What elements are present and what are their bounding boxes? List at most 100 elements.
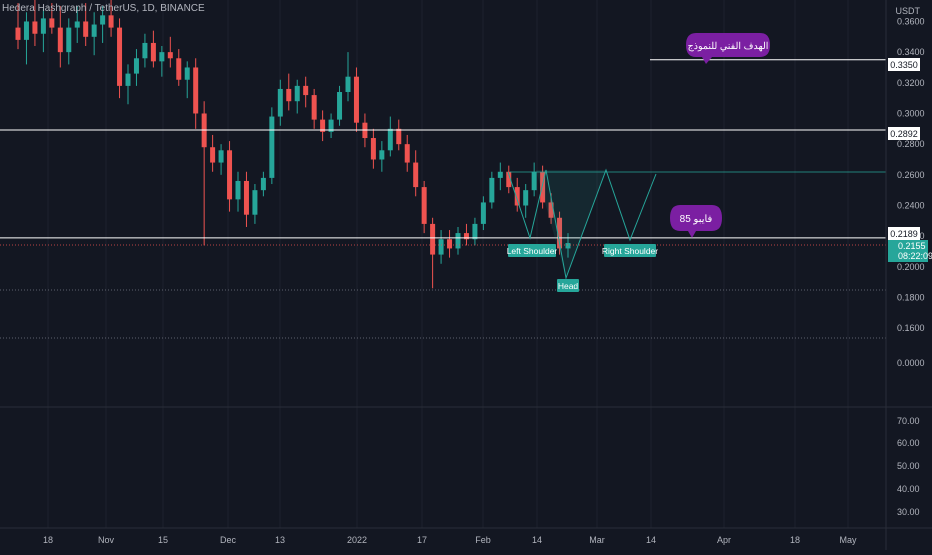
candle-body (159, 52, 165, 62)
candle-body (294, 85, 300, 102)
time-tick-label: 13 (275, 535, 285, 545)
candle-body (565, 243, 571, 249)
pattern-shade (536, 170, 606, 278)
level-label-02892: 0.2892 (888, 127, 920, 140)
candle-body (142, 42, 148, 59)
fib-callout[interactable]: فايبو 85 (670, 205, 722, 238)
time-tick-label: Mar (589, 535, 605, 545)
price-tick-label: 0.2000 (897, 262, 925, 272)
candle-body (218, 150, 224, 163)
candle-body (320, 119, 326, 132)
indicator-tick-label: 30.00 (897, 507, 920, 517)
candle-body (23, 21, 29, 40)
time-tick-label: 15 (158, 535, 168, 545)
price-tick-label: 0.3200 (897, 78, 925, 88)
candle-body (32, 21, 38, 34)
candle-body (370, 138, 376, 160)
time-tick-label: 18 (43, 535, 53, 545)
candle-body (277, 88, 283, 117)
time-tick-label: Apr (717, 535, 731, 545)
candle-body (286, 88, 292, 102)
candle-body (480, 202, 486, 224)
candle-body (91, 24, 97, 37)
candle-body (337, 92, 343, 120)
candle-body (100, 15, 106, 25)
svg-text:0.2892: 0.2892 (890, 129, 918, 139)
candle-body (455, 233, 461, 249)
candle-body (353, 76, 359, 123)
candle-body (40, 18, 46, 34)
time-tick-label: 18 (790, 535, 800, 545)
candle-body (167, 52, 173, 59)
candle-body (531, 171, 537, 191)
price-tick-label: 0.1600 (897, 323, 925, 333)
price-tick-label: 0.1800 (897, 293, 925, 303)
candle-body (83, 21, 89, 37)
fib-callout-text: فايبو 85 (680, 214, 713, 225)
time-tick-label: Dec (220, 535, 237, 545)
candle-body (404, 144, 410, 163)
candle-body (49, 18, 55, 28)
price-tick-label: 0.2600 (897, 170, 925, 180)
price-tick-label: 0.2400 (897, 200, 925, 210)
candle-body (227, 150, 233, 200)
candle-body (269, 116, 275, 178)
candle-body (303, 85, 309, 96)
candle-body (243, 180, 249, 215)
candle-body (430, 223, 436, 255)
candle-body (379, 150, 385, 160)
candle-body (193, 67, 199, 114)
candle-body (184, 67, 190, 80)
svg-text:Head: Head (558, 281, 579, 291)
candle-body (108, 15, 114, 28)
candle-body (540, 171, 546, 203)
levels (0, 59, 886, 239)
candle-body (413, 162, 419, 188)
currency-label: USDT (896, 6, 921, 16)
candle-body (497, 171, 503, 178)
candle-body (117, 27, 123, 86)
indicator-tick-label: 60.00 (897, 438, 920, 448)
time-tick-label: Feb (475, 535, 491, 545)
candle-body (489, 177, 495, 203)
candle-body (125, 73, 131, 86)
indicator-tick-label: 40.00 (897, 484, 920, 494)
time-tick-label: 2022 (347, 535, 367, 545)
candle-body (438, 239, 444, 255)
time-axis[interactable]: 18 Nov 15 Dec 13 2022 17 Feb 14 Mar 14 Apr 18 May (43, 535, 857, 545)
candle-body (252, 190, 258, 215)
symbol-legend[interactable]: Hedera Hashgraph / TetherUS, 1D, BINANCE (2, 3, 205, 14)
candle-body (260, 177, 266, 191)
right-shoulder-label: Right Shoulder (602, 244, 658, 257)
candle-body (472, 223, 478, 240)
candle-body (57, 27, 63, 53)
indicator-tick-label: 50.00 (897, 461, 920, 471)
target-callout[interactable]: الهدف الفني للنموذج (686, 33, 770, 64)
candle-body (548, 202, 554, 218)
candle-body (150, 42, 156, 62)
svg-text:0.2189: 0.2189 (890, 229, 918, 239)
svg-text:Right Shoulder: Right Shoulder (602, 246, 658, 256)
time-tick-label: May (839, 535, 857, 545)
candle-body (421, 187, 427, 224)
price-tick-label: 0.3400 (897, 47, 925, 57)
candle-body (506, 171, 512, 188)
price-tick-label: 0.3600 (897, 16, 925, 26)
head-label: Head (557, 279, 579, 292)
svg-text:0.3350: 0.3350 (890, 60, 918, 70)
time-tick-label: 14 (646, 535, 656, 545)
candle-body (311, 95, 317, 120)
candle-body (74, 21, 80, 28)
svg-text:08:22:09: 08:22:09 (898, 251, 932, 261)
candle-body (463, 233, 469, 240)
price-axis[interactable]: 0.3600 0.3400 0.3200 0.3000 0.2800 0.2600 0.24… (897, 16, 925, 368)
candle-body (235, 180, 241, 200)
price-tick-label: 0.2800 (897, 139, 925, 149)
candle-body (523, 190, 529, 206)
target-callout-text: الهدف الفني للنموذج (688, 41, 769, 52)
indicator-axis[interactable]: 70.00 60.00 50.00 40.00 30.00 (897, 416, 920, 517)
candle-body (176, 58, 182, 80)
